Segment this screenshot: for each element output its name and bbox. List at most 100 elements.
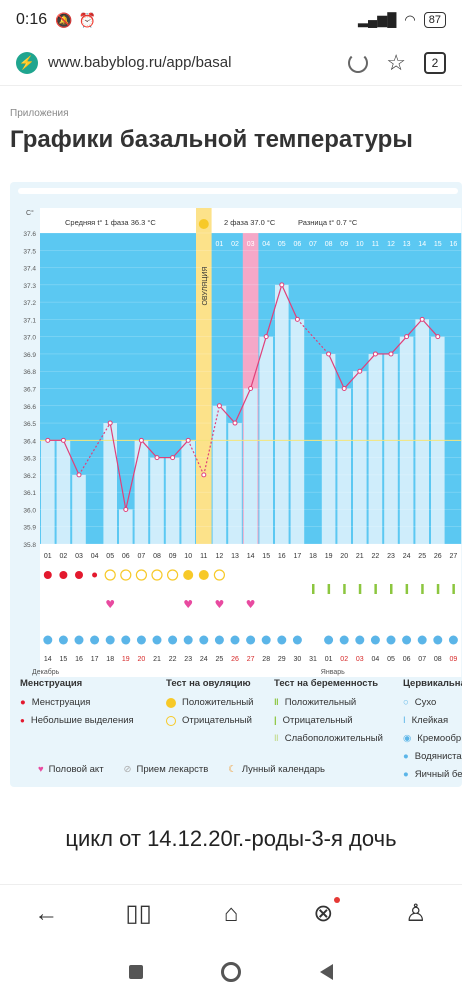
cervical-mark [402,635,412,645]
small-drop-icon: ● [20,716,25,725]
temperature-line-segment [62,440,80,476]
pregnancy-test-mark [327,584,331,594]
system-icons: ▂▄▆█ ◠ 87 [358,12,446,28]
cycle-day-label: 24 [403,553,411,560]
temperature-bar [41,440,55,544]
cervical-mark [417,635,427,645]
reload-icon[interactable] [348,52,369,73]
temperature-point [372,351,378,357]
mute-icon: 🔕 [55,11,73,28]
temperature-bar [368,353,383,544]
y-tick-label: 36.4 [23,438,36,445]
weak-strips-icon: ‖ [274,733,279,744]
ovulation-test-mark [167,569,179,581]
date-label: 09 [450,656,458,663]
pregnancy-test-mark [436,584,440,594]
legend-medication: ⊘ Прием лекарств [124,764,209,775]
dry-icon: ○ [403,697,409,708]
temperature-line-segment [281,284,298,320]
temperature-bar [384,353,398,544]
positive-strips-icon: ‖ [274,697,279,708]
cycle-day-label: 25 [418,553,426,560]
menstruation-drop [75,571,83,579]
ovulation-test-mark [198,570,209,580]
recents-icon[interactable] [129,965,144,979]
profile-icon[interactable]: ♙ [404,900,427,927]
home-circle-icon[interactable] [221,962,242,982]
cycle-day-label: 05 [106,553,114,560]
tabs-count-button[interactable]: 2 [424,51,446,74]
gamepad-icon[interactable]: ⊗ [308,896,341,929]
cycle-day-label: 08 [153,553,161,560]
y-tick-label: 36.8 [23,369,36,376]
home-icon[interactable]: ⌂ [223,899,239,927]
cervical-mark [230,635,240,645]
legend-ovulation-item: Отрицательный [182,715,252,726]
cervical-mark [152,635,162,645]
date-label: 17 [91,656,99,663]
month-label: Январь [321,669,345,676]
top-day-label: 12 [387,241,395,248]
top-day-label: 16 [450,241,458,248]
date-label: 01 [325,656,333,663]
cervical-mark [355,635,365,645]
cervical-mark [58,635,68,645]
legend-cervical-item: Клейкая [411,715,449,726]
cervical-mark [246,635,256,645]
temperature-point [435,334,441,340]
wifi-icon: ◠ [404,12,416,27]
basal-chart[interactable]: 37.6 37.5 37.4 37.3 37.2 37.1 37.0 36.9 36.8 36.7… [10,182,462,787]
y-tick-label: 37.1 [23,317,36,324]
ovulation-test-mark [120,569,132,581]
y-tick-label: 35.9 [23,525,36,532]
cervical-mark [43,635,53,645]
temperature-point [248,386,254,391]
y-tick-label: 36.7 [23,387,36,394]
date-label: 28 [262,656,270,663]
shield-icon: ⚡ [16,51,38,74]
cervical-mark [277,635,287,645]
cervical-mark [324,635,334,645]
cycle-day-label: 03 [75,553,83,560]
url-text[interactable]: www.babyblog.ru/app/basal [48,54,232,71]
y-tick-label: 36.5 [23,421,36,428]
temperature-line-segment [390,336,408,355]
cycle-day-label: 26 [434,553,442,560]
cycle-day-label: 09 [169,553,177,560]
cycle-day-label: 13 [231,553,239,560]
breadcrumb[interactable]: Приложения [10,108,69,119]
date-label: 27 [247,656,255,663]
month-label: Декабрь [32,668,60,676]
cycle-day-label: 20 [340,553,348,560]
menstruation-drop [59,571,68,579]
book-icon[interactable]: ▯▯ [125,900,152,927]
legend-ovulation-item: Положительный [182,697,254,708]
date-label: 06 [403,656,411,663]
legend-intercourse: ♥ Половой акт [38,764,104,775]
temperature-point [388,351,394,357]
ovulation-test-mark [183,570,194,580]
eggwhite-icon: ● [403,769,409,780]
diff-label: Разница t° 0.7 °С [298,218,358,227]
back-triangle-icon[interactable] [319,964,333,980]
browser-url-bar[interactable]: ⚡ www.babyblog.ru/app/basal ☆ 2 [0,40,462,86]
date-label: 21 [153,656,161,663]
temperature-bar [165,457,180,544]
cycle-day-label: 15 [262,553,270,560]
date-label: 24 [200,656,208,663]
date-label: 26 [231,656,239,663]
temperature-line-segment [125,440,142,510]
top-day-label: 02 [231,241,239,248]
chart-scrollbar[interactable] [18,188,458,194]
legend-pregnancy-test: Тест на беременность ‖ Положительный | Отр… [274,678,383,751]
ovulation-band [196,208,212,544]
star-icon[interactable]: ☆ [386,49,406,75]
phase-header-background [40,208,462,233]
browser-bottom-nav: ← ▯▯ ⌂ ⊗ ♙ [0,884,462,942]
temperature-line-segment [140,439,158,459]
back-arrow-icon[interactable]: ← [34,899,59,927]
temperature-point [138,437,144,443]
top-day-label: 01 [216,241,224,248]
date-label: 23 [184,656,192,663]
top-day-label: 04 [262,241,270,248]
